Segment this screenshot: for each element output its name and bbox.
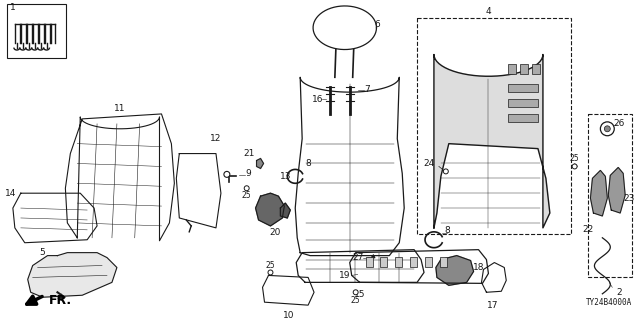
- Bar: [508, 99, 538, 107]
- Polygon shape: [295, 77, 404, 256]
- Text: 23: 23: [623, 194, 635, 203]
- Text: 25: 25: [266, 261, 275, 270]
- Polygon shape: [255, 193, 284, 226]
- Text: 12: 12: [211, 134, 221, 143]
- Text: 25: 25: [351, 296, 360, 305]
- Text: 20: 20: [269, 228, 281, 237]
- Bar: [380, 257, 387, 267]
- Text: 14: 14: [5, 189, 17, 198]
- Bar: [588, 114, 632, 277]
- Text: 13: 13: [280, 172, 291, 181]
- Text: 19: 19: [339, 271, 351, 280]
- Bar: [520, 64, 528, 74]
- Text: 5: 5: [40, 248, 45, 257]
- Circle shape: [268, 270, 273, 275]
- Bar: [425, 257, 432, 267]
- Polygon shape: [434, 54, 550, 228]
- Polygon shape: [280, 203, 291, 218]
- Text: 17: 17: [486, 301, 498, 310]
- Polygon shape: [436, 256, 474, 285]
- Circle shape: [600, 122, 614, 136]
- Bar: [508, 114, 538, 122]
- Polygon shape: [481, 262, 506, 292]
- Text: 25: 25: [242, 191, 252, 200]
- Bar: [440, 257, 447, 267]
- Circle shape: [572, 164, 577, 169]
- Text: TY24B4000A: TY24B4000A: [586, 298, 632, 307]
- Bar: [365, 257, 372, 267]
- Text: 10: 10: [282, 310, 294, 320]
- Text: 22: 22: [582, 225, 593, 234]
- Text: FR.: FR.: [49, 294, 72, 307]
- Text: 21: 21: [243, 149, 254, 158]
- Polygon shape: [28, 253, 117, 297]
- Polygon shape: [177, 154, 221, 228]
- Bar: [532, 64, 540, 74]
- Bar: [417, 18, 571, 234]
- Text: 27: 27: [352, 253, 364, 262]
- Text: 2: 2: [616, 288, 622, 297]
- Text: 25: 25: [570, 154, 579, 163]
- Text: 6: 6: [374, 20, 380, 29]
- Text: 7: 7: [365, 85, 371, 94]
- Circle shape: [444, 169, 448, 174]
- Bar: [7, 4, 67, 59]
- Polygon shape: [608, 167, 625, 213]
- Text: 8: 8: [444, 226, 450, 235]
- Circle shape: [604, 126, 611, 132]
- Text: 9: 9: [246, 169, 252, 178]
- Text: 8: 8: [305, 159, 311, 168]
- Circle shape: [353, 290, 358, 295]
- Text: 15: 15: [354, 290, 365, 299]
- Text: 11: 11: [114, 105, 125, 114]
- Bar: [410, 257, 417, 267]
- Polygon shape: [349, 250, 488, 283]
- Text: 1: 1: [10, 4, 16, 12]
- Circle shape: [224, 172, 230, 177]
- Circle shape: [244, 186, 249, 191]
- Text: 26: 26: [614, 119, 625, 128]
- Text: 24: 24: [423, 159, 435, 168]
- Bar: [508, 84, 538, 92]
- Text: 4: 4: [486, 7, 492, 16]
- Polygon shape: [313, 6, 376, 50]
- Text: 18: 18: [473, 263, 484, 272]
- Polygon shape: [65, 114, 174, 241]
- Polygon shape: [13, 193, 97, 243]
- Bar: [396, 257, 402, 267]
- Bar: [508, 64, 516, 74]
- Polygon shape: [591, 171, 607, 216]
- Text: 16: 16: [312, 95, 324, 104]
- Polygon shape: [257, 158, 264, 168]
- Polygon shape: [296, 250, 424, 282]
- Polygon shape: [262, 276, 314, 305]
